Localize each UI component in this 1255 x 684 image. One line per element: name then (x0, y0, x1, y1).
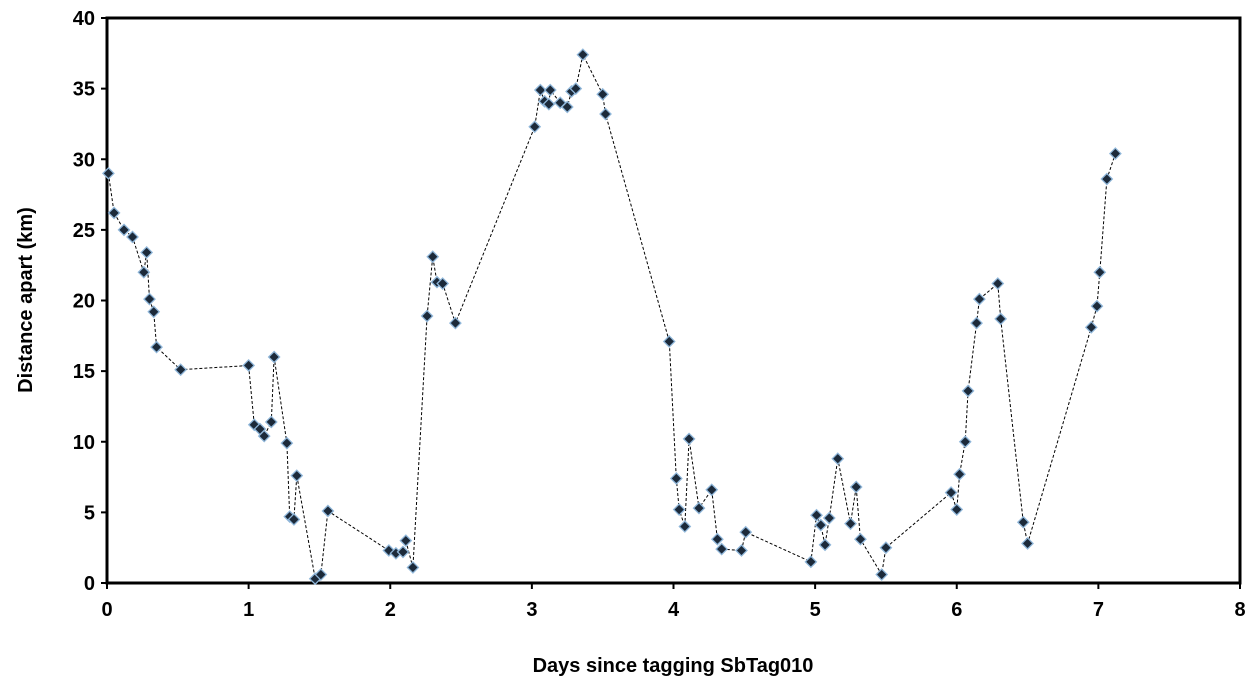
data-point-marker (140, 246, 154, 259)
data-point-marker (267, 350, 281, 364)
x-tick-label: 0 (101, 599, 112, 621)
y-tick-label: 15 (73, 361, 95, 383)
y-tick-label: 20 (73, 291, 95, 313)
data-point-marker (972, 292, 986, 306)
y-tick-label: 0 (84, 573, 95, 595)
data-point-marker (662, 335, 676, 348)
data-point-marker (399, 534, 413, 548)
y-tick-label: 30 (73, 149, 95, 171)
data-point-marker (822, 511, 836, 525)
data-point-marker (735, 544, 748, 557)
data-point-marker (705, 483, 719, 497)
x-tick-label: 1 (243, 599, 254, 621)
data-point-marker (672, 503, 686, 516)
data-point-marker (994, 312, 1008, 326)
data-point-marker (528, 120, 542, 134)
data-point-marker (682, 432, 696, 446)
data-point-marker (107, 206, 121, 220)
data-point-marker (314, 568, 328, 581)
data-point-marker (818, 538, 832, 552)
x-tick-label: 5 (810, 599, 821, 621)
data-point-marker (117, 223, 131, 237)
data-point-marker (287, 513, 301, 526)
data-point-marker (831, 452, 845, 466)
data-point-marker (436, 277, 450, 290)
y-tick-label: 25 (73, 220, 95, 242)
y-tick-label: 5 (84, 502, 95, 524)
data-point-marker (533, 83, 547, 97)
y-tick-label: 40 (73, 8, 95, 30)
data-point-marker (804, 555, 818, 569)
data-point-marker (669, 472, 683, 485)
axis-tick-labels: 0 1 2 3 4 5 6 7 8 0 5 10 15 20 25 30 35 40 (73, 8, 1246, 621)
data-point-marker (569, 82, 583, 96)
x-tick-label: 8 (1234, 599, 1245, 621)
data-point-marker (739, 525, 753, 539)
data-point-marker (147, 305, 161, 319)
data-point-marker (970, 316, 983, 330)
data-point-marker (448, 316, 462, 330)
data-point-marker (879, 541, 893, 555)
data-point-marker (174, 363, 188, 377)
data-point-marker (1021, 537, 1034, 550)
data-point-marker (247, 418, 261, 432)
data-point-marker (1016, 515, 1030, 529)
data-point-marker (596, 87, 610, 101)
data-point-marker (710, 532, 724, 546)
data-point-marker (844, 517, 857, 531)
data-point-marker (1093, 265, 1107, 279)
data-point-marker (290, 469, 304, 483)
data-point-marker (961, 384, 975, 398)
data-point-marker (854, 532, 867, 546)
data-point-marker (150, 340, 163, 354)
data-point-marker (126, 230, 139, 244)
data-point-marker (257, 429, 271, 443)
data-point-marker (1100, 172, 1114, 186)
data-point-marker (280, 436, 294, 450)
data-point-marker (1084, 320, 1098, 334)
x-tick-label: 7 (1093, 599, 1104, 621)
data-point-marker (542, 97, 556, 111)
data-point-marker (264, 415, 278, 429)
data-point-marker (814, 518, 828, 532)
data-point-marker (101, 166, 115, 180)
y-tick-label: 10 (73, 432, 95, 454)
x-tick-label: 4 (668, 599, 680, 621)
data-point-marker (715, 542, 729, 556)
data-point-marker (678, 520, 692, 533)
y-axis-title: Distance apart (km) (15, 207, 37, 393)
data-point-marker (420, 309, 434, 323)
data-point-marker (406, 561, 420, 574)
data-point-marker (576, 48, 590, 62)
data-point-marker (242, 359, 256, 372)
data-point-marker (991, 277, 1005, 290)
data-point-marker (944, 486, 958, 500)
data-point-marker (958, 435, 972, 449)
axis-ticks (101, 17, 1241, 589)
x-tick-label: 6 (951, 599, 962, 621)
data-point-marker (543, 83, 557, 97)
data-point-marker (426, 250, 440, 264)
data-point-marker (321, 504, 335, 518)
series-markers (101, 48, 1122, 586)
data-point-marker (953, 467, 967, 481)
data-point-marker (875, 568, 889, 581)
data-point-marker (849, 480, 863, 494)
x-tick-label: 2 (385, 599, 396, 621)
data-point-marker (950, 503, 964, 516)
data-point-marker (810, 508, 823, 522)
y-tick-label: 35 (73, 79, 95, 101)
data-point-marker (692, 501, 706, 515)
x-tick-label: 3 (526, 599, 537, 621)
data-point-marker (599, 107, 612, 121)
data-point-marker (137, 265, 151, 279)
data-point-marker (1108, 147, 1122, 161)
data-point-marker (560, 100, 574, 114)
data-point-marker (396, 545, 410, 559)
plot-area-frame (105, 16, 1242, 585)
x-axis-title: Days since tagging SbTag010 (533, 655, 814, 677)
data-point-marker (143, 292, 156, 306)
data-point-marker (1090, 299, 1104, 313)
